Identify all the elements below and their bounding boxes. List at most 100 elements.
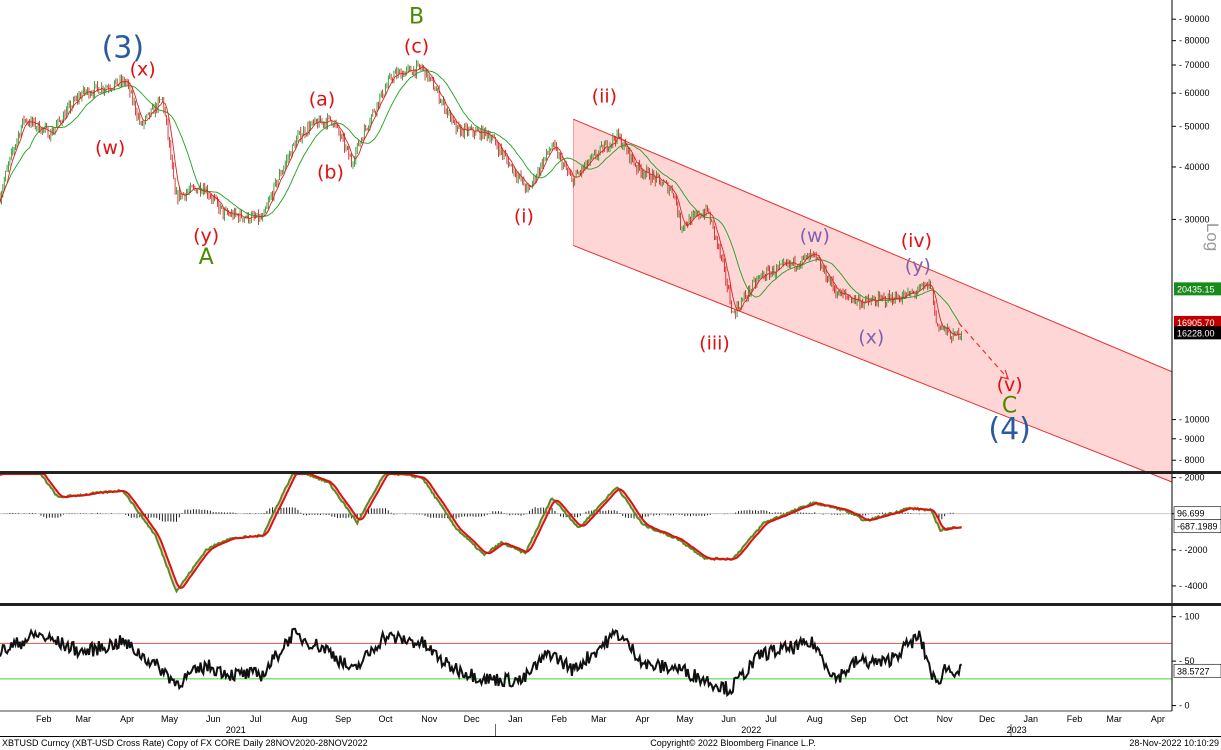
oscillator-panel: - -4000 - -2000 - 2000 96.699 -687.1989 (0, 472, 1221, 594)
osc-tick-label: - -4000 (1179, 581, 1208, 591)
price-axis: - 8000 - 9000 - 10000 - 30000 - 40000 - 50000… (1172, 14, 1210, 465)
wave-label: (ii) (592, 85, 617, 107)
wave-label: (w) (800, 225, 830, 247)
wave-label: (iii) (699, 332, 730, 354)
rsi-value-tag: 38.5727 (1177, 666, 1210, 676)
rsi-panel: - 0 - 50 - 100 38.5727 (0, 612, 1221, 711)
price-tick-label: - 9000 (1179, 434, 1205, 444)
month-label: Oct (894, 714, 909, 724)
rsi-tick-label: - 100 (1179, 612, 1200, 622)
ma-fast-value-tag-bg (1174, 315, 1221, 329)
month-label: Feb (36, 714, 52, 724)
month-label: May (161, 714, 179, 724)
month-label: Jan (1024, 714, 1039, 724)
month-label: Aug (291, 714, 307, 724)
channel-lower-line (573, 244, 1173, 483)
year-label: 2022 (741, 725, 761, 735)
osc-tick-label: - -2000 (1179, 545, 1208, 555)
osc-fill (0, 474, 962, 592)
footer-security-description: XBTUSD Curncy (XBT-USD Cross Rate) Copy … (2, 738, 368, 748)
month-label: Jul (250, 714, 262, 724)
ma-slow-value-tag: 20435.15 (1177, 284, 1215, 294)
rsi-tick-label: - 0 (1179, 701, 1190, 711)
channel-upper-line (573, 118, 1173, 373)
wave-label: (4) (988, 412, 1031, 447)
moving-average-fast (0, 65, 962, 336)
wave-label: (y) (905, 255, 931, 277)
footer-divider (0, 736, 1221, 737)
price-tick-label: - 70000 (1179, 60, 1210, 70)
month-label: Sep (851, 714, 867, 724)
month-label: Feb (551, 714, 567, 724)
price-panel: (3)(x)(w)(y)A(a)(b)B(c)(i)(ii)(iii)(w)(x… (0, 4, 1221, 483)
wave-label: (w) (95, 137, 125, 159)
footer-copyright: Copyright© 2022 Bloomberg Finance L.P. (650, 738, 816, 748)
last-price-tag-bg (1174, 326, 1221, 340)
moving-average-slow (0, 70, 962, 328)
ma-slow-value-tag-bg (1174, 282, 1221, 296)
wave-label: (v) (997, 374, 1023, 396)
rsi-line (0, 627, 963, 698)
month-label: Jun (721, 714, 736, 724)
wave-label: (i) (514, 205, 534, 227)
price-tick-label: - 8000 (1179, 455, 1205, 465)
rsi-value-tag-bg (1173, 663, 1221, 678)
price-tick-label: - 90000 (1179, 14, 1210, 24)
month-label: Apr (120, 714, 134, 724)
wave-label: (a) (309, 89, 335, 111)
log-scale-label: Log (1203, 223, 1221, 251)
wave-label: (c) (404, 35, 429, 57)
month-label: Feb (1067, 714, 1083, 724)
x-axis: Feb Mar Apr May Jun Jul Aug Sep Oct Nov Dec Jan Feb M… (0, 710, 1172, 736)
osc-line-fast (0, 472, 962, 594)
projection-arrow-head (1000, 369, 1010, 380)
month-label: Nov (937, 714, 954, 724)
wave-label: (x) (130, 59, 156, 81)
month-label: Oct (378, 714, 393, 724)
price-tick-label: - 80000 (1179, 36, 1210, 46)
wave-label: A (199, 245, 214, 270)
wave-label: (x) (858, 326, 884, 348)
rsi-tick-label: - 50 (1179, 656, 1195, 666)
month-label: Dec (979, 714, 996, 724)
osc-value-tag-2: -687.1989 (1177, 522, 1218, 532)
wave-label: (y) (193, 225, 219, 247)
osc-value-tag-2-bg (1173, 519, 1221, 534)
osc-tick-label: - 2000 (1179, 473, 1205, 483)
price-tick-label: - 50000 (1179, 121, 1210, 131)
month-label: Dec (464, 714, 481, 724)
month-label: Jul (765, 714, 777, 724)
year-label: 2021 (226, 725, 246, 735)
month-label: Mar (76, 714, 92, 724)
price-tick-label: - 30000 (1179, 214, 1210, 224)
projection-arrow (958, 322, 1009, 380)
month-label: Mar (591, 714, 607, 724)
wave-label: B (409, 4, 424, 29)
month-label: May (676, 714, 694, 724)
price-tick-label: - 40000 (1179, 162, 1210, 172)
price-tick-label: - 60000 (1179, 88, 1210, 98)
month-label: Mar (1106, 714, 1122, 724)
footer-bar: XBTUSD Curncy (XBT-USD Cross Rate) Copy … (2, 738, 1219, 748)
month-label: Jan (508, 714, 523, 724)
wave-label: (b) (317, 162, 344, 184)
price-tick-label: - 10000 (1179, 415, 1210, 425)
wave-label: (3) (102, 30, 145, 65)
panel-divider-2 (0, 603, 1221, 606)
osc-line-slow (0, 473, 962, 589)
ma-fast-value-tag: 16905.70 (1177, 318, 1215, 328)
year-label: 2023 (1007, 725, 1027, 735)
last-price-tag: 16228.00 (1177, 328, 1215, 338)
osc-value-tag-1: 96.699 (1177, 509, 1205, 519)
month-label: Sep (335, 714, 351, 724)
month-label: Nov (421, 714, 438, 724)
wave-label: C (1002, 393, 1017, 418)
wave-label: (iv) (901, 230, 932, 252)
month-label: Aug (807, 714, 823, 724)
month-label: Apr (1151, 714, 1165, 724)
month-label: Jun (206, 714, 221, 724)
footer-timestamp: 28-Nov-2022 10:10:29 (1129, 738, 1219, 748)
month-label: Apr (635, 714, 649, 724)
